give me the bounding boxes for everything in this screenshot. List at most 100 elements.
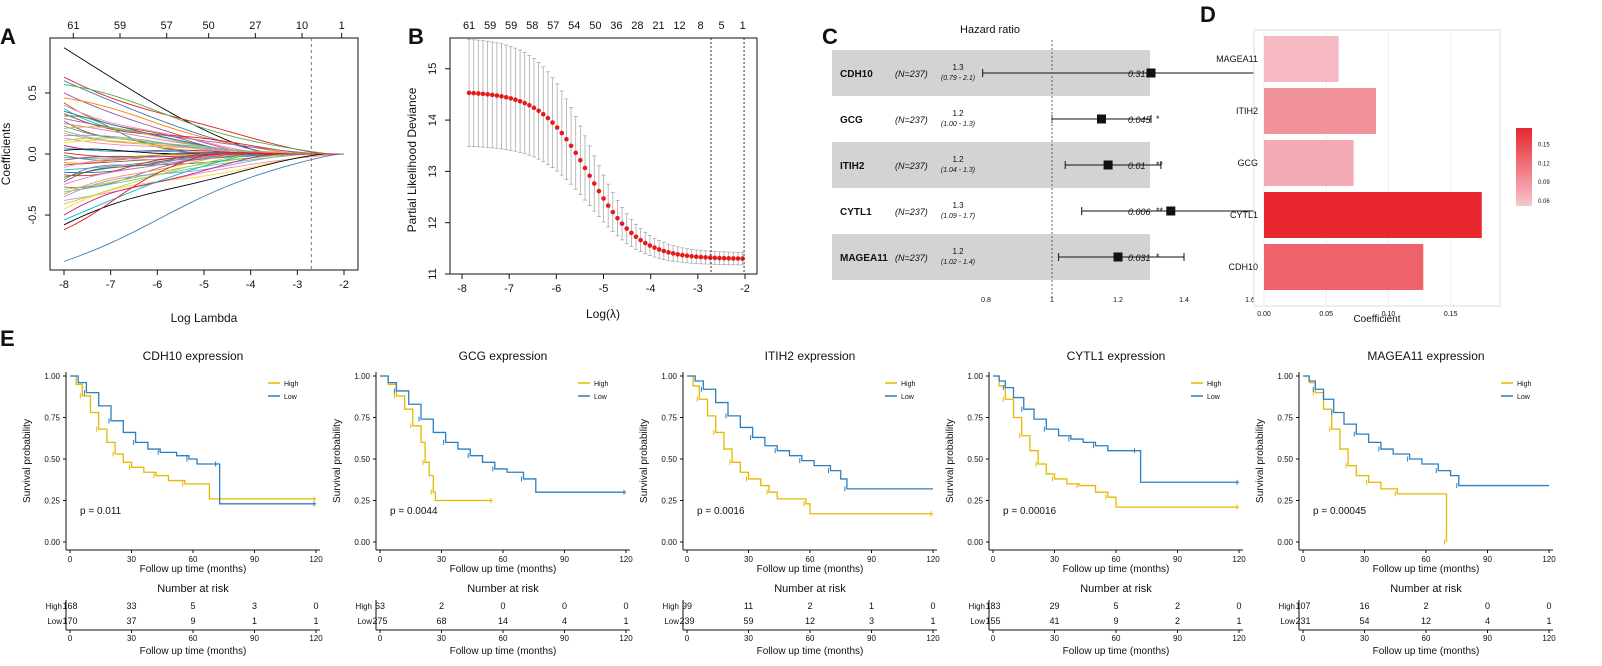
survival-y-tick-label: 1.00	[967, 372, 983, 381]
risk-low-count: 231	[1295, 616, 1310, 626]
survival-x-tick-label: 90	[560, 555, 569, 564]
survival-x-label: Follow up time (months)	[1373, 564, 1480, 575]
risk-low-count: 1	[313, 616, 318, 626]
lasso-top-tick-label: 59	[114, 20, 126, 32]
risk-high-label: High	[356, 602, 372, 611]
survival-curve-low	[70, 375, 316, 505]
risk-low-count: 3	[869, 616, 874, 626]
cv-point	[466, 90, 472, 96]
cv-x-tick-label: -3	[693, 283, 703, 295]
lasso-x-tick-label: -7	[106, 279, 116, 291]
cv-top-tick-label: 50	[589, 20, 601, 32]
forest-gene-label: MAGEA11	[840, 253, 888, 264]
cv-point	[680, 252, 685, 258]
forest-hr-marker	[1103, 160, 1113, 170]
cv-point	[513, 97, 518, 103]
cv-y-tick-label: 12	[427, 217, 439, 229]
risk-table-title: Number at risk	[467, 583, 539, 595]
lasso-y-tick-label: -0.5	[27, 206, 39, 225]
survival-x-tick-label: 30	[1360, 555, 1369, 564]
risk-low-count: 9	[190, 616, 195, 626]
forest-hr-marker	[1113, 252, 1123, 262]
cv-x-tick-label: -4	[646, 283, 656, 295]
legend-high-label: High	[1207, 381, 1222, 388]
risk-high-count: 99	[682, 601, 692, 611]
survival-curve-low	[687, 375, 933, 490]
survival-x-tick-label: 0	[1301, 555, 1306, 564]
risk-x-label: Follow up time (months)	[757, 646, 864, 657]
survival-x-tick-label: 90	[1173, 555, 1182, 564]
risk-low-count: 59	[743, 616, 753, 626]
survival-x-tick-label: 60	[806, 555, 815, 564]
coefficient-path	[63, 153, 344, 221]
risk-high-count: 33	[126, 601, 136, 611]
cv-point	[624, 226, 630, 231]
forest-hr-label: 1.3	[952, 63, 964, 72]
survival-x-tick-label: 30	[127, 555, 136, 564]
lasso-top-tick-label: 10	[296, 20, 308, 32]
coefficient-path	[63, 153, 344, 216]
panel-letter-b: B	[408, 24, 424, 49]
risk-low-count: 155	[985, 616, 1000, 626]
cv-top-tick-label: 1	[740, 20, 746, 32]
survival-x-tick-label: 60	[1112, 555, 1121, 564]
lasso-top-tick-label: 50	[203, 20, 215, 32]
survival-y-tick-label: 1.00	[44, 372, 60, 381]
cv-point	[480, 91, 486, 97]
forest-sig-label: **	[1156, 160, 1164, 170]
survival-y-tick-label: 0.75	[44, 414, 60, 423]
risk-x-tick-label: 60	[1422, 634, 1431, 643]
cv-point	[675, 252, 681, 257]
forest-gene-label: ITIH2	[840, 161, 865, 172]
survival-x-tick-label: 90	[250, 555, 259, 564]
cv-y-tick-label: 14	[427, 114, 439, 126]
coefficient-path	[63, 153, 344, 226]
cv-point	[707, 255, 713, 260]
panel-letter-c: C	[822, 24, 838, 49]
risk-high-count: 0	[1546, 601, 1551, 611]
cv-point	[638, 237, 643, 243]
forest-n-label: (N=237)	[895, 207, 928, 217]
survival-x-tick-label: 120	[309, 555, 323, 564]
cv-top-tick-label: 57	[547, 20, 559, 32]
risk-low-count: 1	[1236, 616, 1241, 626]
cv-point	[615, 215, 620, 221]
risk-high-count: 2	[807, 601, 812, 611]
survival-curve-low	[1303, 375, 1549, 487]
survival-y-tick-label: 1.00	[1277, 372, 1293, 381]
survival-x-label: Follow up time (months)	[450, 564, 557, 575]
coefficient-path	[63, 153, 344, 177]
coefficient-bar	[1264, 88, 1376, 134]
risk-low-count: 41	[1049, 616, 1059, 626]
survival-pvalue: p = 0.011	[80, 506, 122, 517]
risk-low-count: 37	[126, 616, 136, 626]
cv-point	[684, 253, 690, 259]
survival-y-tick-label: 0.50	[1277, 455, 1293, 464]
risk-x-tick-label: 60	[499, 634, 508, 643]
survival-curve-high	[70, 375, 316, 500]
cv-y-label: Partial Likelihood Deviance	[405, 87, 419, 232]
cv-y-tick-label: 13	[427, 165, 439, 177]
cv-point	[666, 250, 671, 255]
forest-x-tick-label: 1.2	[1113, 297, 1123, 304]
survival-y-tick-label: 0.50	[661, 455, 677, 464]
risk-low-count: 4	[1485, 616, 1490, 626]
survival-curve-low	[993, 375, 1239, 483]
lasso-x-tick-label: -4	[246, 279, 256, 291]
cv-point	[485, 92, 490, 97]
survival-x-label: Follow up time (months)	[1063, 564, 1170, 575]
survival-title: GCG expression	[459, 349, 548, 363]
cv-x-label: Log(λ)	[586, 307, 620, 321]
lasso-x-label: Log Lambda	[171, 311, 238, 325]
panel-letter-d: D	[1200, 2, 1216, 27]
cv-point	[540, 111, 546, 117]
risk-x-tick-label: 120	[619, 634, 633, 643]
risk-x-tick-label: 0	[68, 634, 73, 643]
risk-table-title: Number at risk	[774, 583, 846, 595]
risk-low-count: 275	[372, 616, 387, 626]
risk-high-count: 29	[1049, 601, 1059, 611]
forest-n-label: (N=237)	[895, 161, 928, 171]
